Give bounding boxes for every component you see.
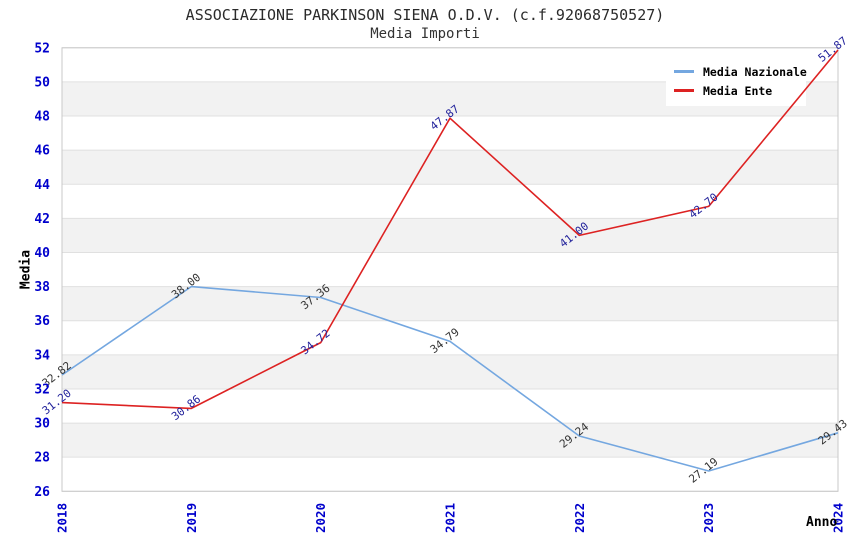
svg-text:50: 50 bbox=[34, 75, 50, 90]
svg-text:48: 48 bbox=[34, 110, 50, 125]
svg-text:36: 36 bbox=[34, 314, 50, 329]
svg-text:34.72: 34.72 bbox=[298, 327, 332, 358]
svg-text:34.79: 34.79 bbox=[428, 325, 462, 356]
svg-text:32: 32 bbox=[34, 382, 50, 397]
svg-text:52: 52 bbox=[34, 41, 50, 56]
media-nazionale-line-swatch-icon bbox=[674, 70, 694, 73]
svg-text:42.70: 42.70 bbox=[686, 191, 720, 222]
svg-text:28: 28 bbox=[34, 451, 50, 466]
svg-text:26: 26 bbox=[34, 485, 50, 500]
chart-subtitle: Media Importi bbox=[370, 26, 480, 42]
legend: Media Nazionale Media Ente bbox=[674, 62, 807, 100]
svg-text:2019: 2019 bbox=[184, 503, 199, 533]
series-line-0 bbox=[61, 285, 839, 472]
y-axis-title: Media bbox=[18, 249, 34, 290]
plot-border bbox=[61, 47, 839, 492]
legend-background bbox=[666, 56, 806, 106]
legend-item-media-nazionale: Media Nazionale bbox=[674, 62, 807, 81]
legend-item-media-ente: Media Ente bbox=[674, 81, 807, 100]
svg-text:2023: 2023 bbox=[701, 503, 716, 533]
svg-text:2018: 2018 bbox=[55, 503, 70, 533]
svg-text:34: 34 bbox=[34, 348, 50, 363]
y-tick-labels: 26 28 30 32 34 36 38 40 42 44 46 48 50 52 bbox=[34, 41, 50, 500]
plot-bands bbox=[62, 81, 838, 458]
media-ente-line-swatch-icon bbox=[674, 89, 694, 92]
svg-text:27.19: 27.19 bbox=[686, 455, 720, 486]
svg-text:30.86: 30.86 bbox=[169, 393, 203, 424]
svg-text:2024: 2024 bbox=[831, 503, 846, 533]
chart-title: ASSOCIAZIONE PARKINSON SIENA O.D.V. (c.f… bbox=[185, 6, 665, 24]
legend-label-media-nazionale: Media Nazionale bbox=[703, 64, 807, 79]
svg-text:42: 42 bbox=[34, 212, 50, 227]
svg-text:40: 40 bbox=[34, 246, 50, 261]
svg-text:2021: 2021 bbox=[443, 503, 458, 533]
svg-text:2020: 2020 bbox=[313, 503, 328, 533]
series-line-1 bbox=[61, 49, 839, 410]
legend-label-media-ente: Media Ente bbox=[703, 83, 773, 98]
x-tick-labels: 2018 2019 2020 2021 2022 2023 2024 bbox=[55, 503, 846, 533]
svg-text:38: 38 bbox=[34, 280, 50, 295]
svg-text:46: 46 bbox=[34, 144, 50, 159]
x-axis-title: Anno bbox=[806, 515, 838, 530]
svg-text:44: 44 bbox=[34, 178, 50, 193]
svg-text:30: 30 bbox=[34, 417, 50, 432]
svg-text:2022: 2022 bbox=[572, 503, 587, 533]
